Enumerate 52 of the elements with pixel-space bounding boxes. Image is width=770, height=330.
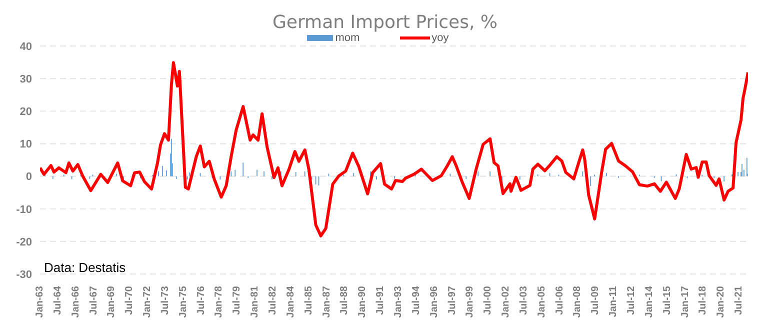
y-tick-label: 20 [20,106,32,118]
y-tick-label: -10 [16,204,32,216]
x-tick-label: Jan-69 [106,286,118,318]
y-tick-label: 10 [20,138,32,151]
y-tick-label: -20 [16,236,32,248]
x-tick-label: Jul-91 [375,286,386,315]
legend-label: mom [335,32,360,44]
x-tick-label: Jan-11 [608,286,620,318]
x-tick-label: Jul-09 [590,286,602,315]
x-tick-label: Jan-05 [536,286,548,318]
x-tick-label: Jul-15 [662,286,673,315]
y-tick-label: 40 [20,40,32,53]
y-tick-label: -30 [16,268,32,281]
x-tick-label: Jul-70 [124,286,136,315]
x-tick-label: Jan-72 [142,286,154,318]
x-tick-label: Jul-67 [88,286,100,315]
x-tick-label: Jul-21 [734,286,745,315]
x-tick-label: Jan-08 [572,286,584,318]
x-tick-label: Jan-87 [321,286,332,318]
x-tick-label: Jan-14 [644,286,655,318]
x-tick-label: Jul-94 [410,286,422,315]
x-tick-label: Jan-96 [428,286,440,318]
annotation: Data: Destatis [44,260,126,275]
x-tick-label: Jan-66 [70,286,82,318]
x-tick-label: Jan-99 [464,286,476,318]
x-tick-label: Jan-81 [250,286,261,318]
x-tick-label: Jul-76 [196,286,207,315]
x-tick-label: Jan-84 [285,286,296,318]
x-tick-label: Jan-93 [392,286,404,318]
x-tick-label: Jul-06 [554,286,566,315]
x-tick-label: Jul-88 [339,286,350,315]
x-tick-label: Jul-03 [518,286,530,315]
chart-title: German Import Prices, % [271,12,499,33]
x-tick-label: Jul-97 [446,286,458,315]
x-tick-label: Jan-17 [680,286,691,318]
x-tick-label: Jan-75 [178,286,189,318]
y-tick-label: 0 [26,171,32,184]
x-tick-label: Jan-02 [500,286,512,318]
x-tick-label: Jul-12 [626,286,637,315]
x-tick-label: Jul-64 [52,286,64,315]
x-tick-label: Jan-20 [716,286,727,318]
x-tick-label: Jan-90 [357,286,368,318]
x-tick-label: Jul-73 [160,286,171,315]
x-tick-label: Jan-78 [214,286,225,318]
x-tick-label: Jul-79 [232,286,243,315]
legend-label: yoy [432,32,449,44]
y-tick-label: 30 [20,73,32,86]
x-tick-label: Jul-00 [482,286,494,315]
x-tick-label: Jul-85 [303,286,314,315]
x-tick-label: Jul-18 [698,286,709,315]
x-tick-label: Jul-82 [268,286,279,315]
x-tick-label: Jan-63 [34,286,46,318]
